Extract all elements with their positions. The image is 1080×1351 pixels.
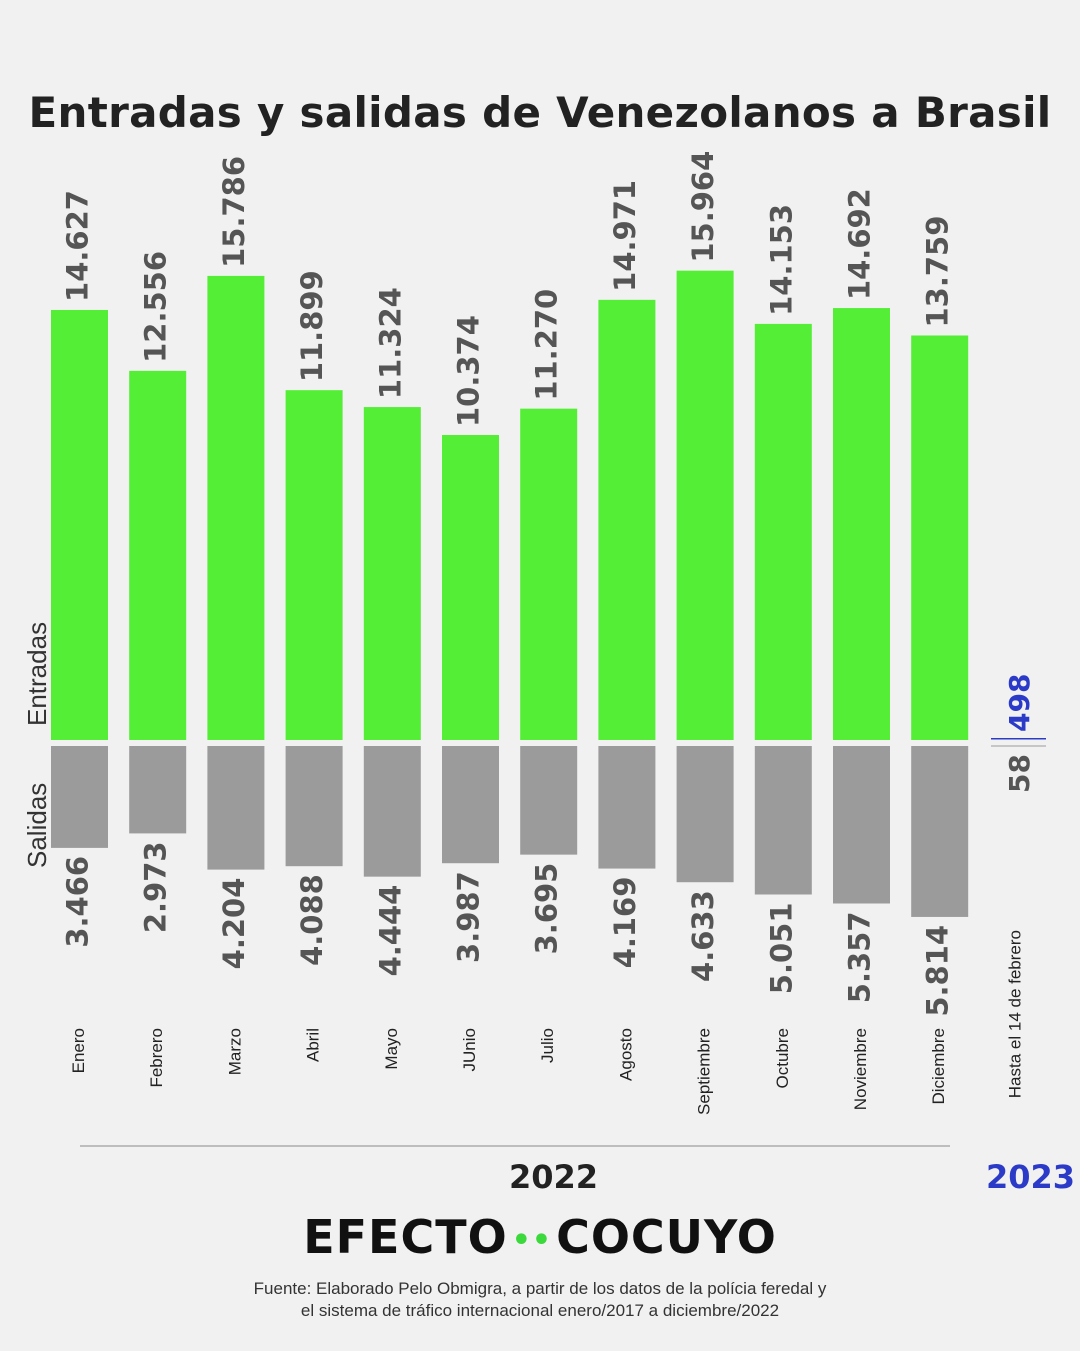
- value-label-salidas-4: 4.088: [295, 874, 329, 966]
- value-label-salidas-12: 5.814: [921, 925, 955, 1017]
- value-label-salidas-7: 3.695: [530, 863, 564, 955]
- value-label-entradas-2023: 498: [1003, 674, 1036, 732]
- month-label-12: Diciembre: [929, 1028, 948, 1105]
- month-label-3: Marzo: [225, 1028, 244, 1075]
- month-label-8: Agosto: [616, 1028, 635, 1081]
- value-label-salidas-9: 4.633: [686, 890, 720, 982]
- month-label-6: JUnio: [460, 1028, 479, 1071]
- bar-salidas-3: [207, 746, 265, 870]
- value-label-entradas-6: 10.374: [452, 315, 486, 427]
- bar-salidas-1: [51, 746, 108, 848]
- bar-salidas-8: [598, 746, 656, 869]
- month-label-2: Febrero: [147, 1028, 166, 1088]
- bar-salidas-2: [129, 746, 187, 834]
- bar-salidas-4: [285, 746, 343, 867]
- value-label-salidas-5: 4.444: [373, 885, 407, 977]
- brand-right: COCUYO: [556, 1210, 777, 1264]
- source-note: Fuente: Elaborado Pelo Obmigra, a partir…: [0, 1278, 1080, 1322]
- value-label-entradas-11: 14.692: [843, 188, 877, 300]
- brand-left: EFECTO: [303, 1210, 508, 1264]
- month-label-4: Abril: [304, 1028, 323, 1062]
- y-label-salidas: Salidas: [22, 782, 52, 868]
- value-label-entradas-1: 14.627: [61, 190, 95, 302]
- value-label-entradas-12: 13.759: [921, 216, 955, 328]
- bar-entradas-3: [207, 275, 265, 740]
- axis-divider: [80, 1145, 950, 1147]
- bar-salidas-6: [442, 746, 499, 864]
- month-label-5: Mayo: [382, 1028, 401, 1070]
- month-label-9: Septiembre: [695, 1028, 714, 1115]
- value-label-salidas-2: 2.973: [139, 841, 173, 933]
- brand-logo: EFECTO ••COCUYO: [0, 1210, 1080, 1264]
- bar-entradas-8: [598, 299, 656, 740]
- year-2022-label: 2022: [509, 1158, 599, 1196]
- month-label-11: Noviembre: [851, 1028, 870, 1110]
- bar-salidas-10: [754, 746, 812, 895]
- bar-entradas-6: [442, 435, 499, 740]
- month-label-2023: Hasta el 14 de febrero: [1005, 930, 1024, 1098]
- value-label-entradas-5: 11.324: [373, 287, 407, 399]
- bar-salidas-7: [520, 746, 578, 855]
- value-label-entradas-8: 14.971: [608, 180, 642, 292]
- value-label-entradas-10: 14.153: [764, 204, 798, 316]
- bar-salidas-12: [911, 746, 969, 917]
- value-label-entradas-4: 11.899: [295, 270, 329, 382]
- year-2023-label: 2023: [986, 1158, 1076, 1196]
- bar-salidas-11: [833, 746, 890, 904]
- value-label-entradas-9: 15.964: [686, 151, 720, 263]
- month-label-1: Enero: [69, 1028, 88, 1073]
- value-label-entradas-2: 12.556: [139, 251, 173, 363]
- brand-dots: ••: [511, 1223, 553, 1258]
- bar-entradas-1: [51, 309, 108, 740]
- month-label-7: Julio: [538, 1028, 557, 1063]
- bar-entradas-2: [129, 370, 187, 740]
- bar-entradas-11: [833, 308, 890, 740]
- bar-entradas-4: [285, 390, 343, 740]
- value-label-entradas-7: 11.270: [530, 289, 564, 401]
- bar-salidas-2023: [991, 745, 1046, 747]
- value-label-salidas-11: 5.357: [843, 911, 877, 1003]
- value-label-salidas-2023: 58: [1003, 754, 1036, 793]
- bar-entradas-5: [363, 407, 421, 740]
- bar-entradas-9: [676, 270, 734, 740]
- source-line-2: el sistema de tráfico internacional ener…: [300, 1301, 780, 1320]
- month-label-10: Octubre: [773, 1028, 792, 1088]
- value-label-entradas-3: 15.786: [217, 156, 251, 268]
- bar-entradas-2023: [991, 738, 1046, 740]
- bar-salidas-9: [676, 746, 734, 883]
- bar-salidas-5: [363, 746, 421, 877]
- bar-entradas-10: [754, 323, 812, 740]
- bar-entradas-7: [520, 408, 578, 740]
- value-label-salidas-3: 4.204: [217, 878, 251, 970]
- source-line-1: Fuente: Elaborado Pelo Obmigra, a partir…: [253, 1279, 827, 1298]
- value-label-salidas-6: 3.987: [452, 871, 486, 963]
- value-label-salidas-10: 5.051: [764, 902, 798, 994]
- y-label-entradas: Entradas: [22, 621, 52, 726]
- bar-entradas-12: [911, 335, 969, 740]
- chart-title: Entradas y salidas de Venezolanos a Bras…: [28, 88, 1052, 137]
- value-label-salidas-1: 3.466: [61, 856, 95, 948]
- value-label-salidas-8: 4.169: [608, 877, 642, 969]
